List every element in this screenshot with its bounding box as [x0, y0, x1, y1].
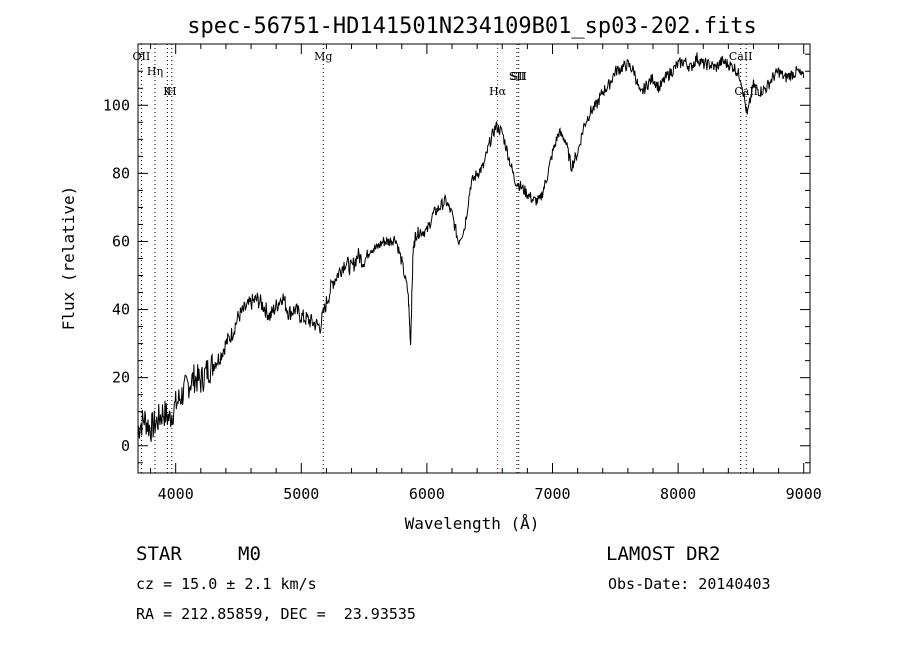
x-tick-label: 7000 — [534, 485, 570, 503]
y-tick-label: 40 — [112, 301, 130, 319]
y-tick-label: 80 — [112, 164, 130, 182]
spectrum-line — [137, 52, 805, 442]
marker-label: SII — [511, 70, 527, 83]
x-tick-label: 5000 — [283, 485, 319, 503]
y-axis-label: Flux (relative) — [59, 186, 78, 331]
marker-label: Mg — [314, 50, 332, 63]
survey-label: LAMOST DR2 — [606, 543, 721, 565]
object-subclass: M0 — [238, 543, 261, 565]
x-axis-label: Wavelength (Å) — [405, 514, 540, 533]
marker-label: CaII — [729, 50, 753, 63]
y-tick-label: 0 — [121, 437, 130, 455]
marker-label: OII — [133, 50, 151, 63]
chart-title: spec-56751-HD141501N234109B01_sp03-202.f… — [187, 14, 757, 39]
plot-frame — [137, 43, 811, 474]
object-class: STAR — [136, 543, 182, 565]
x-tick-label: 9000 — [786, 485, 822, 503]
x-tick-label: 6000 — [409, 485, 445, 503]
marker-label: SII — [509, 70, 525, 83]
axis-ticks: 4000 5000 6000 7000 8000 9000 0 20 40 60 80 100 — [103, 44, 822, 503]
marker-label: Hα — [489, 85, 507, 98]
coordinates: RA = 212.85859, DEC = 23.93535 — [136, 605, 416, 623]
marker-label: H — [167, 85, 177, 98]
x-tick-label: 4000 — [158, 485, 194, 503]
x-tick-label: 8000 — [660, 485, 696, 503]
marker-label: K — [163, 85, 172, 98]
marker-label: Hη — [147, 65, 163, 78]
y-tick-label: 60 — [112, 232, 130, 250]
spectrum-series — [137, 52, 805, 442]
observation-date: Obs-Date: 20140403 — [608, 575, 771, 593]
y-tick-label: 100 — [103, 96, 130, 114]
redshift-cz: cz = 15.0 ± 2.1 km/s — [136, 575, 317, 593]
y-tick-label: 20 — [112, 369, 130, 387]
